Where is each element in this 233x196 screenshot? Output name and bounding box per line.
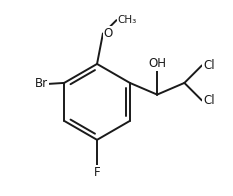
Text: Cl: Cl (203, 59, 215, 72)
Text: Cl: Cl (203, 94, 215, 107)
Text: Br: Br (34, 77, 48, 90)
Text: F: F (94, 166, 100, 179)
Text: O: O (104, 27, 113, 40)
Text: CH₃: CH₃ (117, 15, 137, 25)
Text: OH: OH (148, 57, 166, 70)
